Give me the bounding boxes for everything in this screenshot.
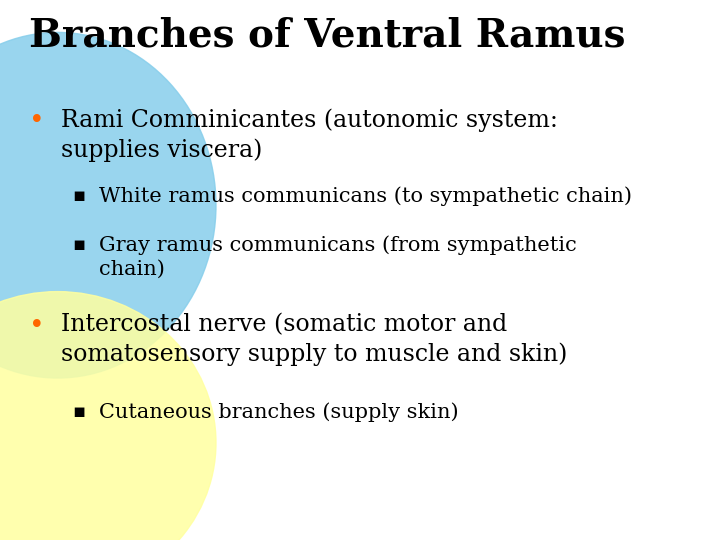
Text: Gray ramus communicans (from sympathetic
chain): Gray ramus communicans (from sympathetic…	[99, 235, 577, 279]
Ellipse shape	[0, 292, 216, 540]
Text: Intercostal nerve (somatic motor and
somatosensory supply to muscle and skin): Intercostal nerve (somatic motor and som…	[61, 313, 567, 366]
Text: •: •	[29, 313, 45, 339]
Ellipse shape	[0, 32, 216, 378]
Text: Cutaneous branches (supply skin): Cutaneous branches (supply skin)	[99, 402, 459, 422]
Text: ▪: ▪	[72, 402, 85, 421]
Text: ▪: ▪	[72, 235, 85, 254]
Text: Branches of Ventral Ramus: Branches of Ventral Ramus	[29, 16, 625, 54]
Text: ▪: ▪	[72, 186, 85, 205]
Text: •: •	[29, 108, 45, 134]
Text: Rami Comminicantes (autonomic system:
supplies viscera): Rami Comminicantes (autonomic system: su…	[61, 108, 558, 161]
Text: White ramus communicans (to sympathetic chain): White ramus communicans (to sympathetic …	[99, 186, 632, 206]
